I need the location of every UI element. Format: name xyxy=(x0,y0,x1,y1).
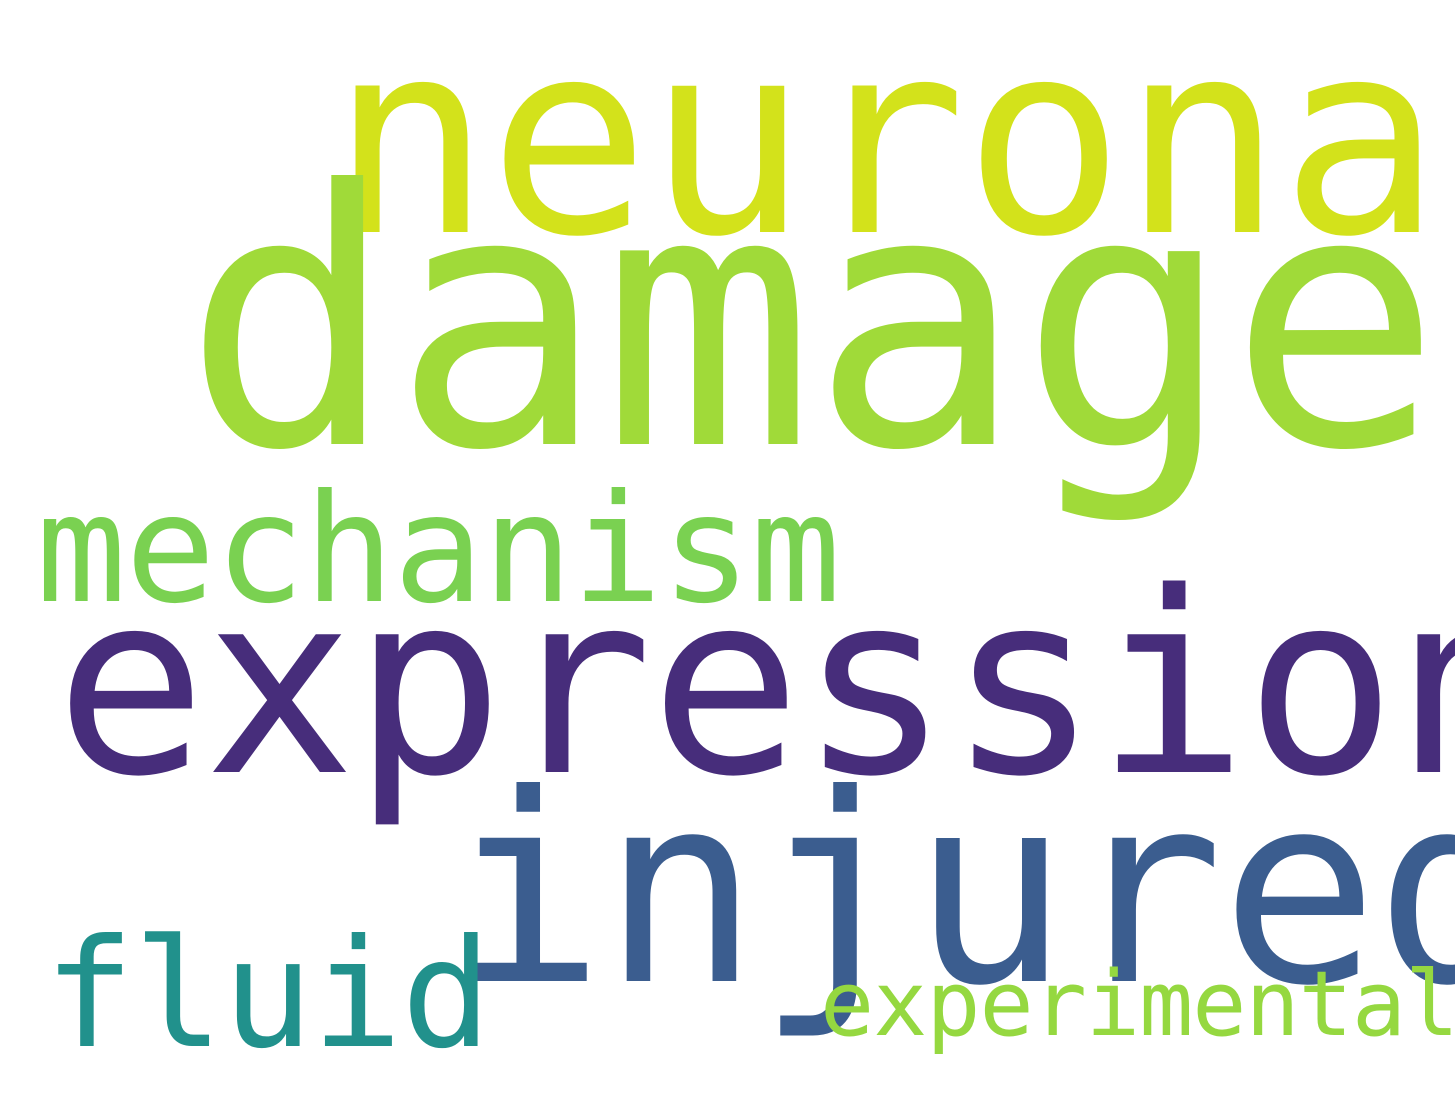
word-neuronal: neuronal xyxy=(330,0,1455,296)
word-fluid: fluid xyxy=(44,908,492,1082)
word-mechanism: mechanism xyxy=(36,463,841,637)
word-injured: injured xyxy=(447,738,1455,1043)
word-experimental: experimental xyxy=(820,952,1455,1057)
word-damage: damage xyxy=(183,116,1442,528)
word-expression: expression xyxy=(55,539,1455,832)
